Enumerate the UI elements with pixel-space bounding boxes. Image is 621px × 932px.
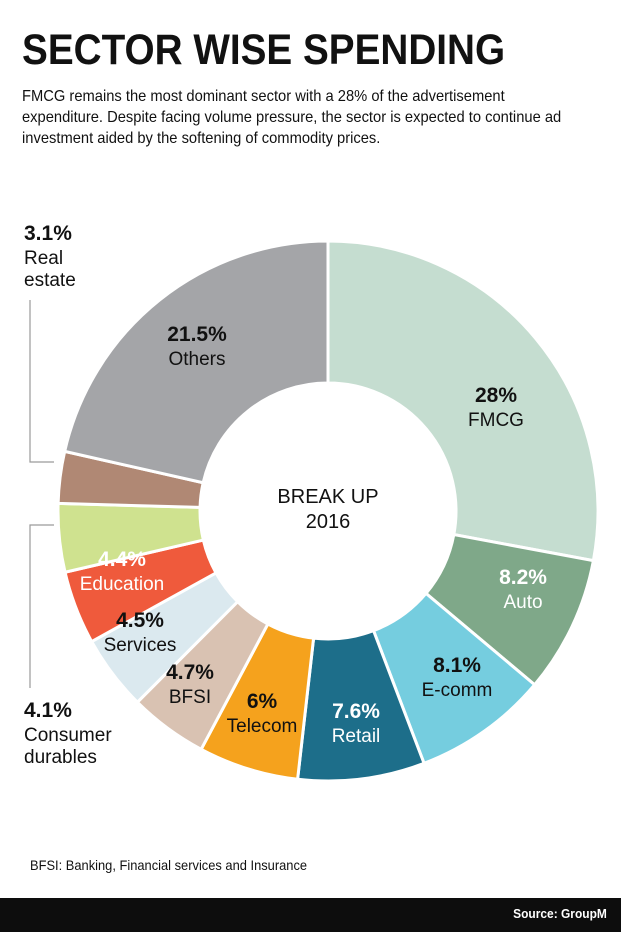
value-label-services: 4.5% <box>116 609 164 632</box>
value-label-real-estate: 3.1% <box>24 222 72 245</box>
category-label-retail: Retail <box>332 726 381 747</box>
source-bar: Source: GroupM <box>0 898 621 932</box>
value-label-telecom: 6% <box>247 690 278 713</box>
category-label-auto: Auto <box>503 592 542 613</box>
category-label-consumer-durables-2: durables <box>24 747 97 768</box>
footnote: BFSI: Banking, Financial services and In… <box>30 857 308 873</box>
category-label-fmcg: FMCG <box>468 410 524 431</box>
slice-others <box>62 239 330 485</box>
leader-line-real-estate <box>29 300 54 463</box>
center-label-line-1: BREAK UP <box>277 486 378 508</box>
value-label-bfsi: 4.7% <box>166 661 214 684</box>
slice-labels: 28% FMCG 8.2% Auto 8.1% E-comm 7.6% Retail 6% Tel… <box>24 222 547 768</box>
category-label-e-comm: E-comm <box>422 680 493 701</box>
value-label-consumer-durables: 4.1% <box>24 699 72 722</box>
value-label-e-comm: 8.1% <box>433 654 481 677</box>
category-label-consumer-durables-1: Consumer <box>24 725 112 746</box>
value-label-education: 4.4% <box>98 548 146 571</box>
category-label-telecom: Telecom <box>227 716 298 737</box>
category-label-education: Education <box>80 574 165 595</box>
donut-chart: 28% FMCG 8.2% Auto 8.1% E-comm 7.6% Retail 6% Tel… <box>24 222 600 783</box>
value-label-auto: 8.2% <box>499 566 547 589</box>
value-label-others: 21.5% <box>167 323 227 346</box>
chart-subtitle: FMCG remains the most dominant sector wi… <box>22 88 562 147</box>
category-label-real-estate-2: estate <box>24 270 76 291</box>
chart-title: SECTOR WISE SPENDING <box>22 26 506 74</box>
center-label-line-2: 2016 <box>306 511 351 533</box>
category-label-services: Services <box>104 635 177 656</box>
leader-lines <box>29 300 54 688</box>
value-label-fmcg: 28% <box>475 384 517 407</box>
slice-fmcg <box>326 239 600 563</box>
category-label-others: Others <box>168 349 225 370</box>
leader-line-consumer-durables <box>29 524 54 688</box>
source-label: Source: GroupM <box>513 906 607 921</box>
value-label-retail: 7.6% <box>332 700 380 723</box>
category-label-real-estate-1: Real <box>24 248 63 269</box>
donut-slices <box>56 239 600 783</box>
category-label-bfsi: BFSI <box>169 687 211 708</box>
